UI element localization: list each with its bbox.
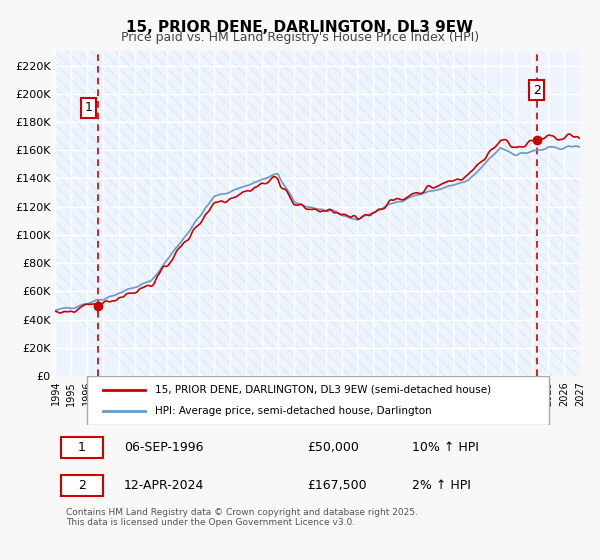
- Text: Contains HM Land Registry data © Crown copyright and database right 2025.
This d: Contains HM Land Registry data © Crown c…: [66, 508, 418, 528]
- Text: 15, PRIOR DENE, DARLINGTON, DL3 9EW (semi-detached house): 15, PRIOR DENE, DARLINGTON, DL3 9EW (sem…: [155, 385, 491, 395]
- Text: HPI: Average price, semi-detached house, Darlington: HPI: Average price, semi-detached house,…: [155, 406, 432, 416]
- FancyBboxPatch shape: [87, 376, 548, 426]
- Text: 2: 2: [533, 84, 541, 97]
- FancyBboxPatch shape: [55, 52, 580, 376]
- Text: 2: 2: [78, 479, 86, 492]
- Text: 10% ↑ HPI: 10% ↑ HPI: [412, 441, 479, 454]
- Text: 1: 1: [78, 441, 86, 454]
- Text: 1: 1: [85, 101, 92, 114]
- Text: 15, PRIOR DENE, DARLINGTON, DL3 9EW: 15, PRIOR DENE, DARLINGTON, DL3 9EW: [127, 20, 473, 35]
- Text: £167,500: £167,500: [307, 479, 367, 492]
- Text: 12-APR-2024: 12-APR-2024: [124, 479, 204, 492]
- Text: Price paid vs. HM Land Registry's House Price Index (HPI): Price paid vs. HM Land Registry's House …: [121, 31, 479, 44]
- Text: £50,000: £50,000: [307, 441, 359, 454]
- FancyBboxPatch shape: [61, 437, 103, 458]
- FancyBboxPatch shape: [61, 475, 103, 496]
- Text: 06-SEP-1996: 06-SEP-1996: [124, 441, 203, 454]
- Text: 2% ↑ HPI: 2% ↑ HPI: [412, 479, 471, 492]
